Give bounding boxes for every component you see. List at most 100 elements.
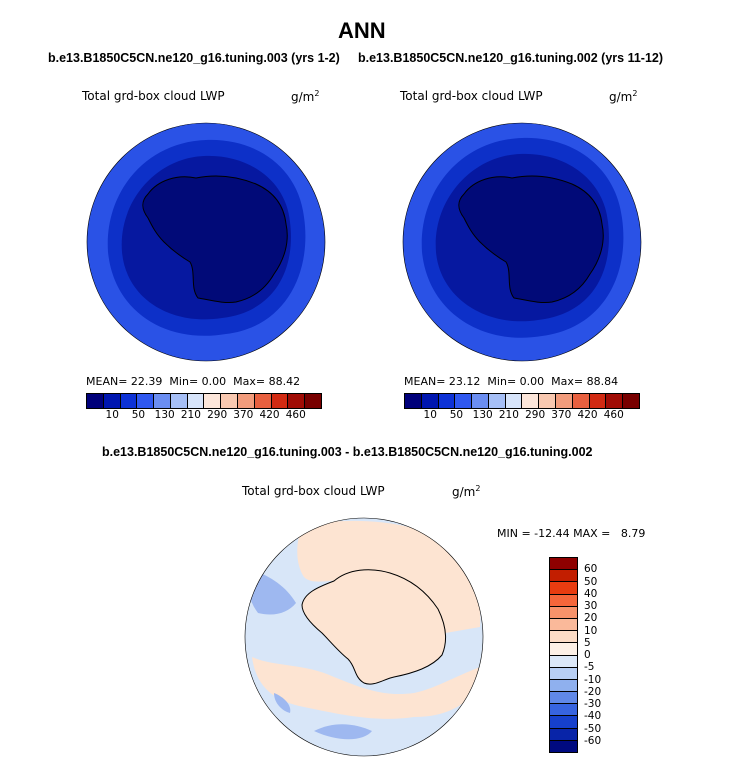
colorbar-swatch — [204, 394, 222, 408]
left-min-label: Min= — [169, 375, 199, 388]
antarctica-landmass — [458, 175, 604, 303]
colorbar-swatch — [271, 394, 289, 408]
colorbar-swatch — [170, 394, 188, 408]
colorbar-tick-label: -40 — [584, 710, 602, 723]
left-max-value: 88.42 — [268, 375, 301, 388]
colorbar-swatch — [137, 394, 155, 408]
colorbar-tick-label: 420 — [577, 409, 598, 421]
colorbar-tick-label: 460 — [603, 409, 624, 421]
diff-colorbar-ticks: 60 50 40 30 20 10 5 0 -5 -10 -20 -30 -40 -50 -60 — [584, 557, 624, 753]
colorbar-tick-label: 460 — [285, 409, 306, 421]
colorbar-swatch — [550, 643, 577, 656]
colorbar-tick-label: 50 — [584, 575, 598, 588]
right-colorbar-ticks: 10 50 130 210 290 370 420 460 — [404, 409, 640, 423]
left-case-title: b.e13.B1850C5CN.ne120_g16.tuning.003 (yr… — [48, 51, 340, 65]
colorbar-swatch — [550, 716, 577, 729]
colorbar-tick-label: -50 — [584, 722, 602, 735]
right-mean-label: MEAN= — [404, 375, 446, 388]
colorbar-swatch — [623, 394, 639, 408]
colorbar-tick-label: 290 — [525, 409, 546, 421]
colorbar-tick-label: -20 — [584, 685, 602, 698]
left-stats: MEAN= 22.39 Min= 0.00 Max= 88.42 — [86, 375, 300, 388]
colorbar-tick-label: -30 — [584, 698, 602, 710]
colorbar-tick-label: 50 — [449, 409, 464, 421]
colorbar-swatch — [572, 394, 590, 408]
colorbar-swatch — [550, 606, 577, 619]
colorbar-tick-label: 370 — [233, 409, 254, 421]
colorbar-swatch — [550, 570, 577, 583]
colorbar-tick-label: 20 — [584, 612, 598, 625]
colorbar-swatch — [120, 394, 138, 408]
colorbar-swatch — [522, 394, 540, 408]
antarctica-landmass — [301, 569, 446, 685]
colorbar-tick-label: -5 — [584, 661, 595, 674]
colorbar-swatch — [550, 704, 577, 717]
diff-units: g/m2 — [452, 484, 480, 499]
diff-case-title: b.e13.B1850C5CN.ne120_g16.tuning.003 - b… — [102, 445, 593, 459]
colorbar-tick-label: 40 — [584, 587, 598, 600]
colorbar-swatch — [589, 394, 607, 408]
diff-polar-map — [244, 517, 484, 757]
colorbar-swatch — [254, 394, 272, 408]
colorbar-tick-label: 420 — [259, 409, 280, 421]
colorbar-swatch — [550, 692, 577, 705]
colorbar-tick-label: 130 — [472, 409, 493, 421]
right-variable-title: Total grd-box cloud LWP — [400, 89, 543, 103]
right-max-label: Max= — [551, 375, 584, 388]
right-stats: MEAN= 23.12 Min= 0.00 Max= 88.84 — [404, 375, 618, 388]
left-variable-title: Total grd-box cloud LWP — [82, 89, 225, 103]
colorbar-swatch — [550, 582, 577, 595]
colorbar-tick-label: 0 — [584, 649, 591, 661]
right-units: g/m2 — [609, 89, 637, 104]
diff-units-exponent: 2 — [475, 484, 481, 493]
left-colorbar — [86, 393, 322, 409]
colorbar-swatch — [221, 394, 239, 408]
antarctica-landmass — [142, 175, 288, 303]
colorbar-swatch — [550, 728, 577, 741]
diff-units-base: g/m — [452, 485, 476, 499]
right-colorbar — [404, 393, 640, 409]
colorbar-swatch — [103, 394, 121, 408]
colorbar-swatch — [187, 394, 205, 408]
colorbar-swatch — [550, 667, 577, 680]
right-min-value: 0.00 — [519, 375, 545, 388]
colorbar-tick-label: -60 — [584, 734, 602, 747]
colorbar-swatch — [305, 394, 321, 408]
colorbar-swatch — [154, 394, 171, 408]
colorbar-swatch — [87, 394, 104, 408]
colorbar-swatch — [550, 740, 577, 752]
colorbar-swatch — [488, 394, 506, 408]
colorbar-tick-label: 210 — [498, 409, 519, 421]
colorbar-swatch — [556, 394, 573, 408]
right-min-label: Min= — [487, 375, 517, 388]
colorbar-swatch — [539, 394, 557, 408]
colorbar-swatch — [606, 394, 624, 408]
right-max-value: 88.84 — [586, 375, 619, 388]
colorbar-tick-label: 60 — [584, 563, 598, 576]
left-colorbar-ticks: 10 50 130 210 290 370 420 460 — [86, 409, 322, 423]
colorbar-tick-label: 290 — [207, 409, 228, 421]
diff-colorbar — [549, 557, 578, 753]
colorbar-swatch — [550, 679, 577, 693]
diff-minmax: MIN = -12.44 MAX = 8.79 — [497, 527, 646, 540]
left-units-base: g/m — [291, 90, 315, 104]
colorbar-tick-label: 30 — [584, 600, 598, 612]
diff-negative-region — [314, 724, 372, 740]
left-max-label: Max= — [233, 375, 266, 388]
colorbar-swatch — [238, 394, 255, 408]
diff-variable-title: Total grd-box cloud LWP — [242, 484, 385, 498]
right-units-exponent: 2 — [632, 89, 638, 98]
colorbar-swatch — [288, 394, 306, 408]
colorbar-tick-label: 10 — [423, 409, 437, 421]
left-min-value: 0.00 — [201, 375, 227, 388]
colorbar-swatch — [550, 631, 577, 644]
left-mean-value: 22.39 — [130, 375, 163, 388]
left-mean-label: MEAN= — [86, 375, 128, 388]
right-units-base: g/m — [609, 90, 633, 104]
colorbar-swatch — [438, 394, 456, 408]
colorbar-tick-label: 50 — [131, 409, 146, 421]
colorbar-tick-label: 5 — [584, 636, 591, 649]
colorbar-swatch — [505, 394, 523, 408]
colorbar-tick-label: 210 — [180, 409, 201, 421]
colorbar-tick-label: 10 — [105, 409, 119, 421]
